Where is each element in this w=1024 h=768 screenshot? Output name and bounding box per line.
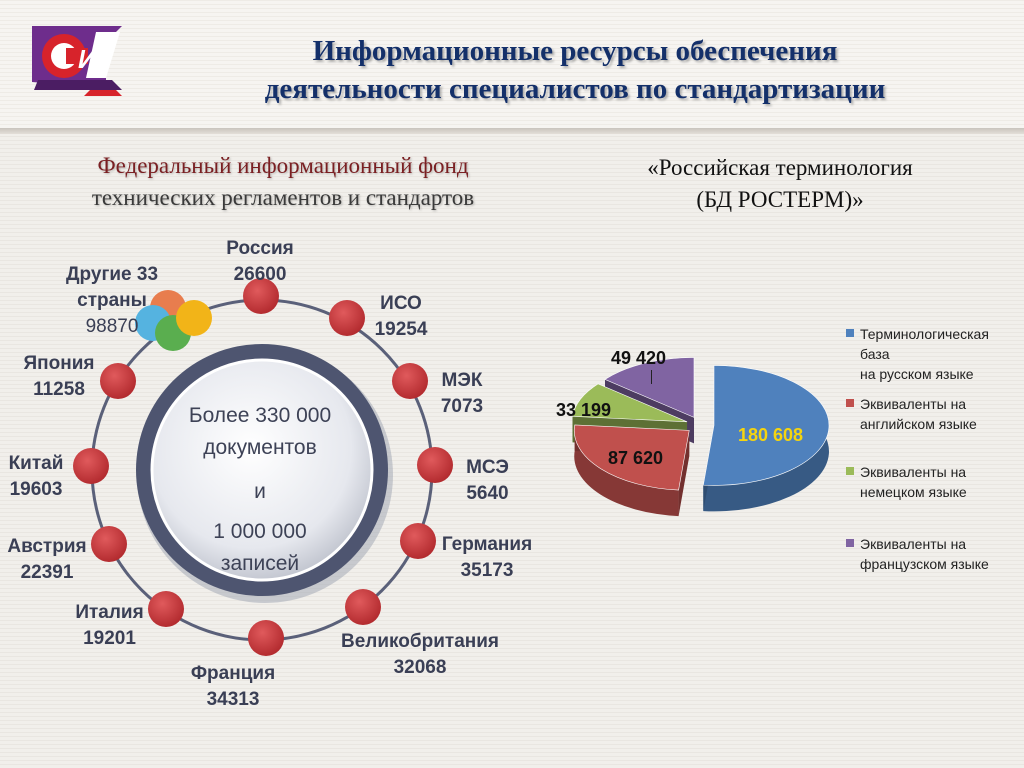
center-line-3: и (254, 480, 266, 503)
node-china (73, 448, 109, 484)
pie-value-label-german: 33 199 (556, 400, 612, 420)
label-uk: Великобритания 32068 (340, 631, 500, 678)
rosterm-subtitle: «Российская терминология (БД РОСТЕРМ)» (560, 152, 1000, 216)
node-japan (100, 363, 136, 399)
label-iec: МЭК 7073 (440, 370, 484, 417)
node-iec (392, 363, 428, 399)
label-france: Франция 34313 (190, 663, 276, 710)
pie-slice-english-top (573, 424, 690, 491)
node-iso (329, 300, 365, 336)
center-line-4: 1 000 000 (213, 520, 307, 543)
legend-swatch-french (846, 539, 854, 547)
center-summary: Более 330 000 документов и 1 000 000 зап… (170, 400, 350, 572)
label-germany: Германия 35173 (441, 534, 533, 581)
federal-fund-subtitle-line-1: Федеральный информационный фонд (97, 153, 469, 178)
label-china: Китай 19603 (8, 453, 64, 500)
label-others: Другие 33 страны 98870 (65, 264, 159, 337)
legend-swatch-russian (846, 329, 854, 337)
rosterm-subtitle-line-1: «Российская терминология (647, 155, 913, 180)
pie-value-label-russian: 180 608 (738, 425, 804, 445)
header-band (0, 0, 1024, 132)
label-iso: ИСО 19254 (374, 293, 428, 340)
page-title: Информационные ресурсы обеспечения деяте… (150, 32, 1000, 108)
label-japan: Япония 11258 (23, 353, 95, 400)
node-france (248, 620, 284, 656)
center-line-5: записей (220, 552, 300, 572)
pie-leader-line (651, 370, 652, 384)
pie-slice-english (573, 424, 690, 517)
center-disc (150, 358, 374, 582)
center-line-1: Более 330 000 (188, 404, 332, 427)
logo-text: И (78, 44, 98, 74)
pie-slice-english-side (574, 424, 679, 517)
label-itu: МСЭ 5640 (466, 457, 509, 504)
label-italy: Италия 19201 (75, 602, 144, 649)
pie-slice-russian (702, 365, 830, 512)
node-germany (400, 523, 436, 559)
federal-fund-subtitle: Федеральный информационный фонд техничес… (28, 150, 538, 214)
federal-fund-subtitle-line-2: технических регламентов и стандартов (91, 185, 475, 210)
center-line-2: документов (203, 436, 317, 459)
title-line-1: Информационные ресурсы обеспечения (312, 35, 838, 67)
node-itu (417, 447, 453, 483)
label-russia: Россия 26600 (226, 238, 294, 285)
label-austria: Австрия 22391 (7, 536, 87, 583)
node-austria (91, 526, 127, 562)
legend-swatch-german (846, 467, 854, 475)
header-divider (0, 128, 1024, 134)
pie-slice-french-top (604, 357, 695, 418)
title-line-2: деятельности специалистов по стандартиза… (264, 73, 886, 105)
node-others-yellow (176, 300, 212, 336)
logo: И (32, 26, 122, 96)
pie-value-label-french: 49 420 (611, 348, 667, 368)
pie-slice-german-top (572, 383, 688, 423)
pie-slice-russian-top (702, 365, 830, 486)
node-uk (345, 589, 381, 625)
rosterm-subtitle-line-2: (БД РОСТЕРМ)» (696, 187, 864, 212)
node-italy (148, 591, 184, 627)
rosterm-pie-chart (572, 357, 830, 517)
legend-swatch-english (846, 399, 854, 407)
node-russia (243, 278, 279, 314)
pie-value-label-english: 87 620 (608, 448, 664, 468)
